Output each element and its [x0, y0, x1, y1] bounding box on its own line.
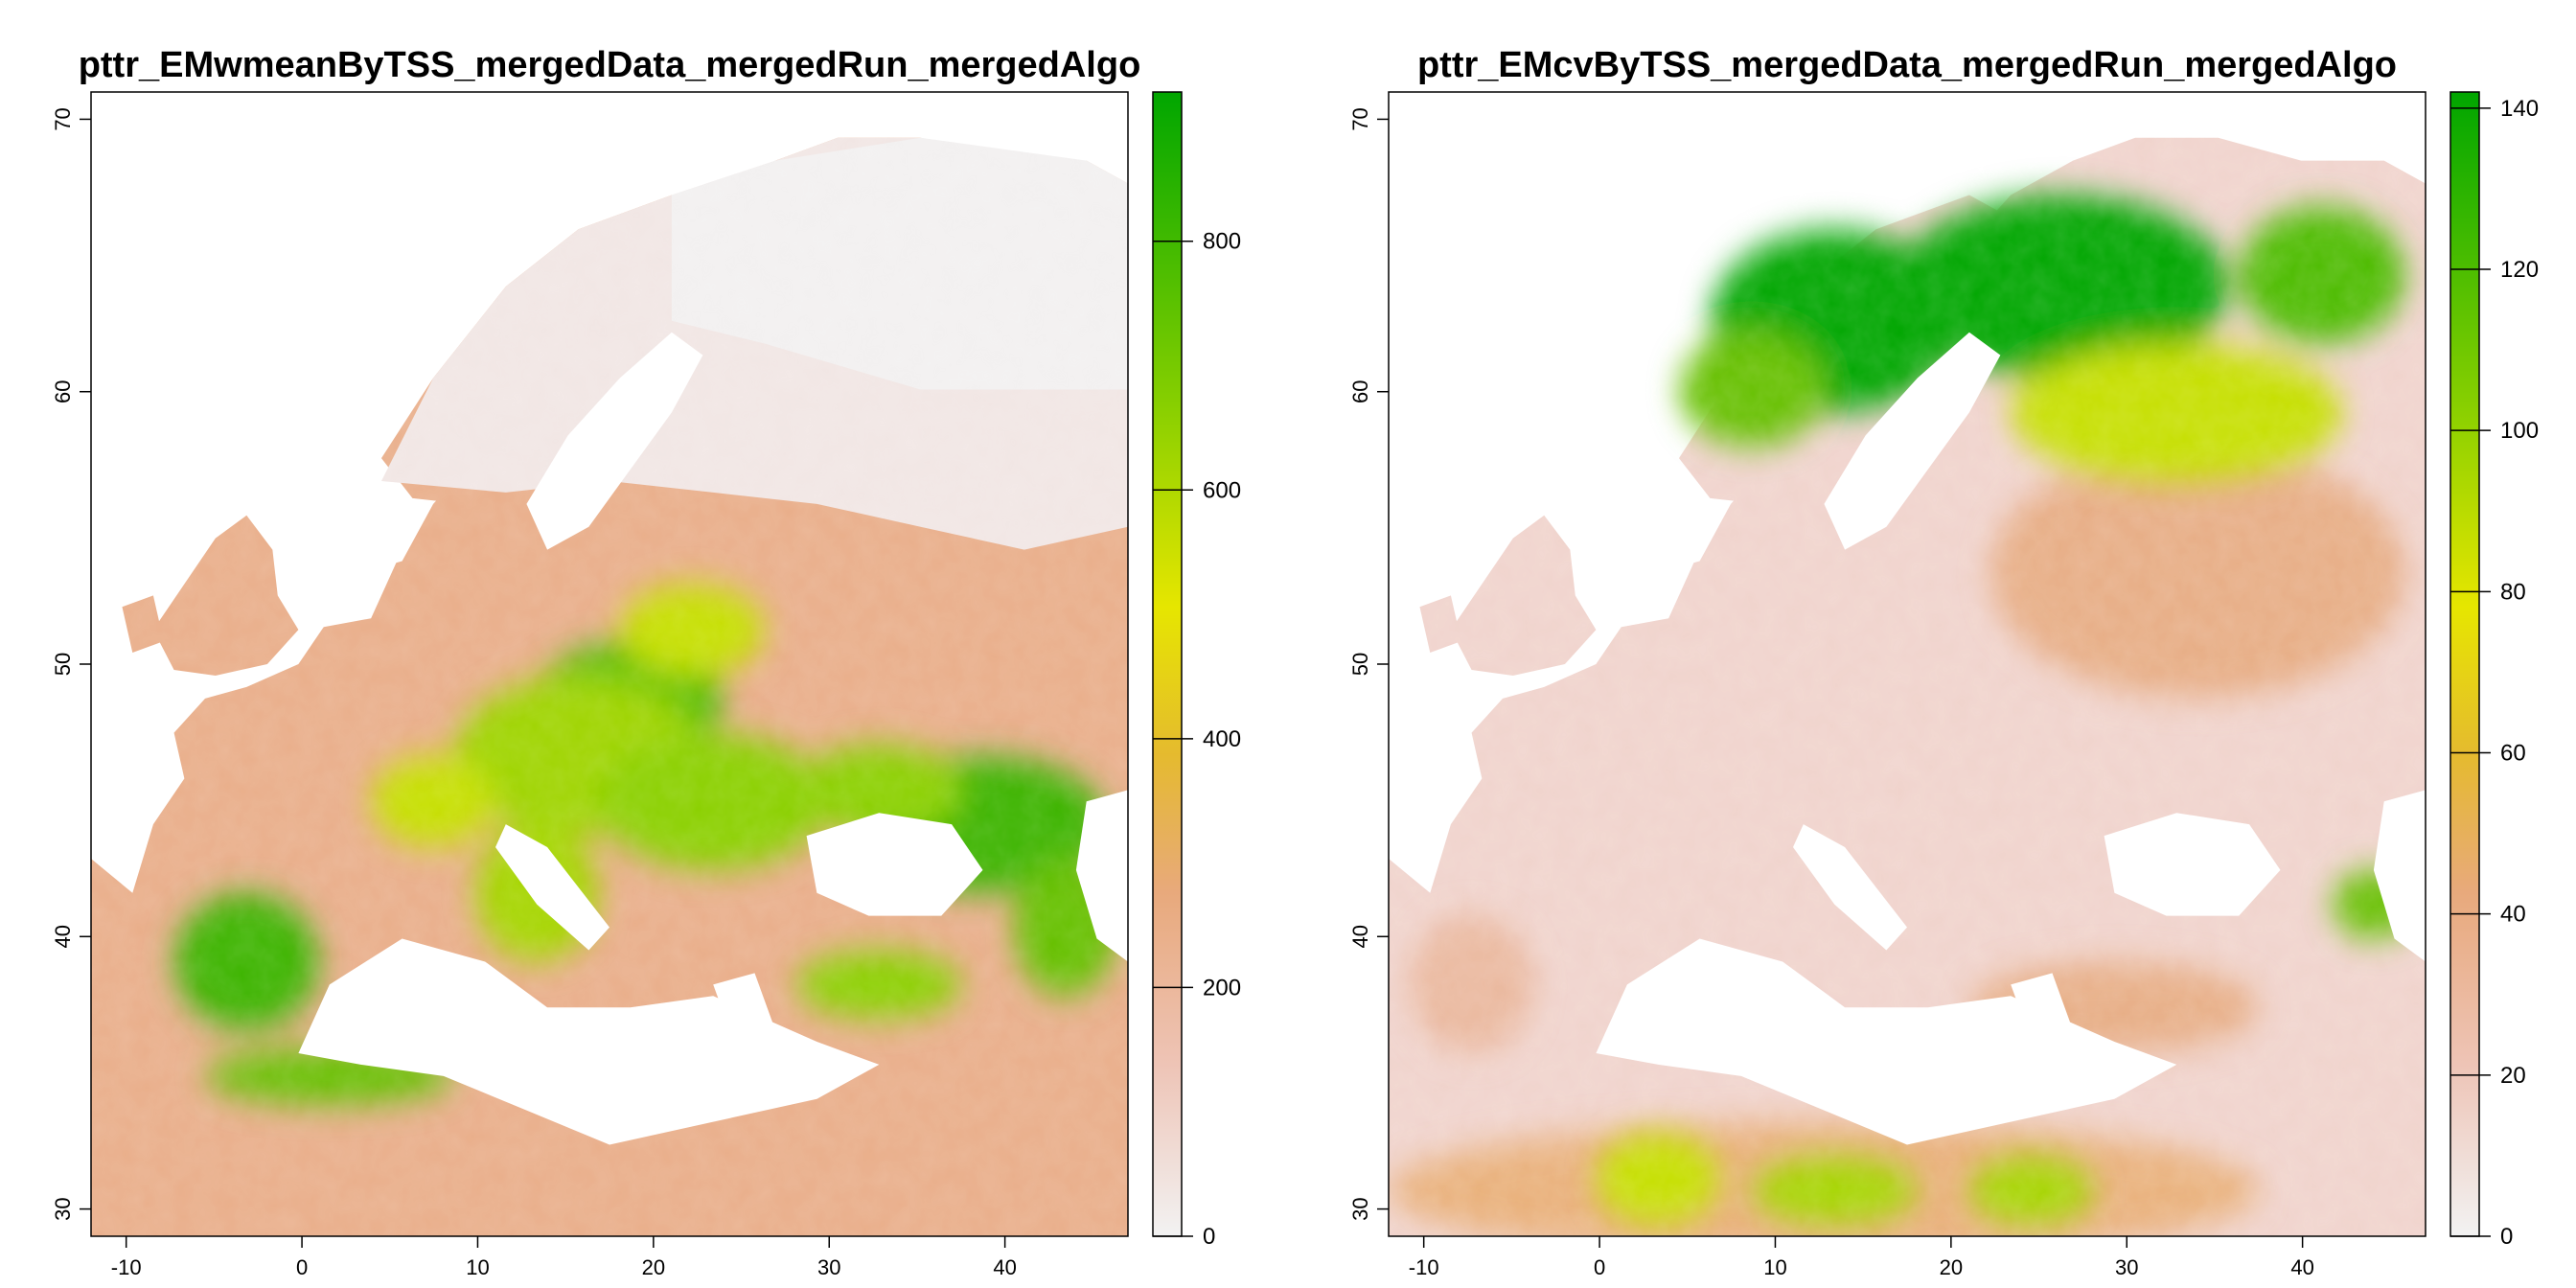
- legend-tick-label: 80: [2500, 579, 2526, 605]
- panel-2-title: pttr_EMcvByTSS_mergedData_mergedRun_merg…: [1417, 45, 2397, 85]
- x-tick-label: 40: [2290, 1255, 2313, 1279]
- panel-1-colorbar: [1152, 91, 1183, 1237]
- panel-1-y-axis: 30 40 50 60 70: [51, 107, 91, 1221]
- panel-2-map: [1389, 92, 2426, 1236]
- panel-1-legend: 0 200 400 600 800: [1152, 91, 1241, 1250]
- y-tick-label: 70: [51, 107, 75, 130]
- legend-tick-label: 400: [1203, 726, 1241, 752]
- panel-2-colorbar: [2450, 91, 2480, 1237]
- legend-tick-label: 40: [2500, 902, 2526, 928]
- x-tick-label: 20: [1940, 1255, 1963, 1279]
- x-tick-label: 0: [1594, 1255, 1605, 1279]
- x-tick-label: -10: [111, 1255, 142, 1279]
- legend-tick-label: 200: [1203, 975, 1241, 1000]
- x-tick-label: 20: [642, 1255, 665, 1279]
- panel-2: pttr_EMcvByTSS_mergedData_mergedRun_merg…: [1348, 45, 2539, 1279]
- legend-tick-label: 20: [2500, 1063, 2526, 1089]
- y-tick-label: 70: [1348, 107, 1372, 130]
- x-tick-label: 30: [2115, 1255, 2138, 1279]
- x-tick-label: 0: [296, 1255, 308, 1279]
- x-tick-label: 10: [1763, 1255, 1786, 1279]
- legend-tick-label: 120: [2500, 257, 2539, 283]
- x-tick-label: 10: [466, 1255, 489, 1279]
- y-tick-label: 60: [51, 380, 75, 402]
- panel-2-y-axis: 30 40 50 60 70: [1348, 107, 1389, 1221]
- y-tick-label: 40: [51, 925, 75, 948]
- legend-tick-label: 800: [1203, 229, 1241, 255]
- legend-tick-label: 0: [1203, 1224, 1215, 1250]
- y-tick-label: 50: [51, 653, 75, 676]
- y-tick-label: 50: [1348, 653, 1372, 676]
- x-tick-label: 30: [817, 1255, 840, 1279]
- panel-1-x-axis: -10 0 10 20 30 40: [111, 1236, 1017, 1279]
- x-tick-label: -10: [1409, 1255, 1439, 1279]
- panel-2-legend: 0 20 40 60 80 100 120 140: [2450, 91, 2539, 1250]
- y-tick-label: 60: [1348, 380, 1372, 402]
- panel-1-map: [91, 92, 1128, 1236]
- panel-1-title: pttr_EMwmeanByTSS_mergedData_mergedRun_m…: [79, 45, 1141, 85]
- legend-tick-label: 100: [2500, 418, 2539, 444]
- panel-1: pttr_EMwmeanByTSS_mergedData_mergedRun_m…: [51, 45, 1241, 1279]
- legend-tick-label: 0: [2500, 1224, 2513, 1250]
- y-tick-label: 30: [1348, 1197, 1372, 1220]
- legend-tick-label: 140: [2500, 96, 2539, 122]
- panel-2-x-axis: -10 0 10 20 30 40: [1409, 1236, 2314, 1279]
- x-tick-label: 40: [993, 1255, 1016, 1279]
- legend-tick-label: 600: [1203, 477, 1241, 503]
- y-tick-label: 40: [1348, 925, 1372, 948]
- legend-tick-label: 60: [2500, 740, 2526, 766]
- y-tick-label: 30: [51, 1197, 75, 1220]
